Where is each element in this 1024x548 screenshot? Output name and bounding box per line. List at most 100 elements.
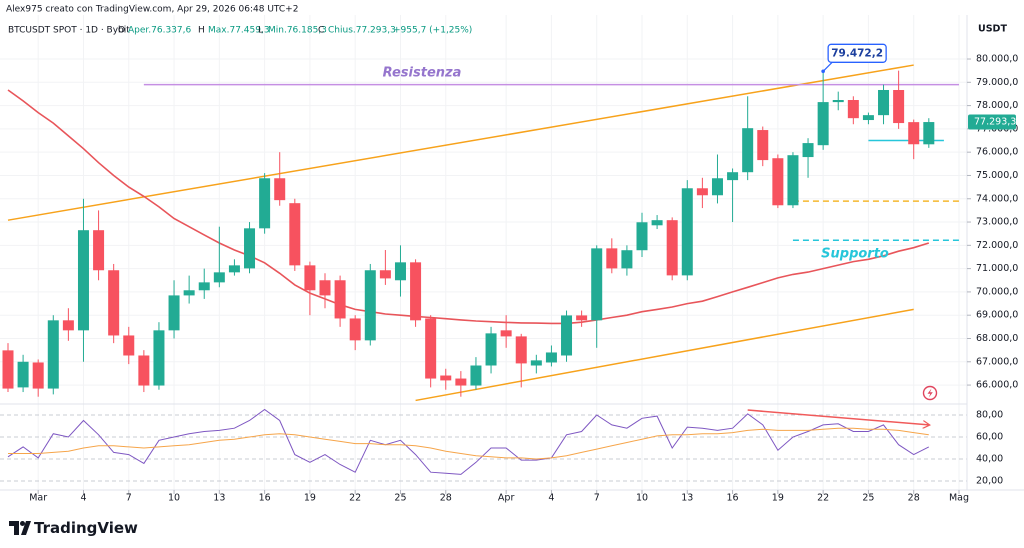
alert-icon[interactable] <box>922 385 938 401</box>
candle-body <box>862 115 874 121</box>
y-tick-label: 70.000,0 <box>976 286 1018 297</box>
candle-body <box>153 330 165 386</box>
y-tick-label: 80,00 <box>976 410 1003 421</box>
candle-body <box>319 280 331 296</box>
ohlc-value: Min.76.185,3 <box>268 26 327 36</box>
candle-body <box>304 265 316 291</box>
change: +955,7 (+1,25%) <box>393 26 472 36</box>
candle-body <box>576 315 588 321</box>
y-tick-label: 60,00 <box>976 431 1003 442</box>
x-tick-label: 22 <box>817 493 829 504</box>
candle-body <box>470 365 482 386</box>
candle-body <box>893 89 905 124</box>
candle-body <box>591 248 603 321</box>
y-tick-label: 74.000,0 <box>976 193 1018 204</box>
candle-body <box>923 122 935 145</box>
candle-body <box>832 100 844 103</box>
x-tick-label: 10 <box>636 493 648 504</box>
candle-body <box>259 178 271 229</box>
candle-body <box>108 270 120 336</box>
x-tick-label: 28 <box>440 493 452 504</box>
candle-body <box>2 350 14 389</box>
candle-body <box>244 228 256 269</box>
x-tick-label: Mar <box>29 493 47 504</box>
candle-body <box>77 230 89 331</box>
series-line <box>7 408 930 475</box>
y-tick-label: 40,00 <box>976 453 1003 464</box>
x-tick-label: 28 <box>908 493 920 504</box>
candle-body <box>817 102 829 146</box>
brand-name: TradingView <box>34 519 138 537</box>
y-tick-label: 79.000,0 <box>976 77 1018 88</box>
candle-body <box>621 250 633 269</box>
ohlc-key: O <box>118 26 125 36</box>
trendline <box>747 409 929 425</box>
logo-mark <box>21 521 31 535</box>
callout-label: 79.472,2 <box>831 47 883 59</box>
x-tick-label: 4 <box>80 493 86 504</box>
candle-body <box>410 262 422 321</box>
author-line: Alex975 creato con TradingView.com, Apr … <box>6 5 298 15</box>
x-tick-label: 13 <box>681 493 693 504</box>
last-price-box <box>968 114 1016 130</box>
y-tick-label: 68.000,0 <box>976 333 1018 344</box>
candle-body <box>455 378 467 386</box>
candle-body <box>485 333 497 366</box>
x-tick-label: 16 <box>727 493 739 504</box>
candle-body <box>274 178 286 201</box>
ohlc-key: H <box>198 26 205 36</box>
x-tick-label: 25 <box>394 493 406 504</box>
candle-body <box>183 290 195 296</box>
candle-body <box>878 89 890 116</box>
plot-layer <box>2 64 959 475</box>
y-tick-label: 71.000,0 <box>976 263 1018 274</box>
alert-icon-bolt[interactable] <box>927 388 933 398</box>
x-tick-label: 7 <box>126 493 132 504</box>
candle-body <box>17 361 29 388</box>
x-tick-label: 4 <box>548 493 554 504</box>
price-unit: USDT <box>978 24 1007 35</box>
y-tick-label: 66.000,0 <box>976 380 1018 391</box>
x-tick-label: 13 <box>213 493 225 504</box>
candle-body <box>500 330 512 337</box>
y-tick-label: 69.000,0 <box>976 310 1018 321</box>
candle-body <box>198 282 210 291</box>
y-tick-label: 72.000,0 <box>976 240 1018 251</box>
callout-pointer <box>822 61 833 72</box>
candle-body <box>168 295 180 331</box>
y-tick-label: 75.000,0 <box>976 170 1018 181</box>
x-tick-label: 22 <box>349 493 361 504</box>
ohlc-key: C <box>318 26 324 36</box>
candle-body <box>440 375 452 381</box>
candle-body <box>908 122 920 145</box>
candle-body <box>425 318 437 379</box>
candle-body <box>666 220 678 276</box>
last-price-label: 77.293,3 <box>974 117 1016 128</box>
candle-body <box>62 320 74 331</box>
candle-body <box>364 270 376 341</box>
ohlc-key: L <box>258 26 263 36</box>
candle-body <box>606 248 618 269</box>
candle-body <box>515 336 527 364</box>
series-line <box>8 427 929 460</box>
candle-body <box>32 362 44 389</box>
x-tick-label: Apr <box>498 493 515 504</box>
logo-mark <box>9 521 19 535</box>
candle-body <box>379 270 391 279</box>
y-tick-label: 20,00 <box>976 475 1003 486</box>
symbol: BTCUSDT SPOT · 1D · Bybit <box>8 26 130 36</box>
x-tick-label: 10 <box>168 493 180 504</box>
callout-box <box>827 43 887 63</box>
candle-body <box>228 265 240 273</box>
candle-body <box>289 203 301 266</box>
annotation: Supporto <box>821 247 889 262</box>
candle-body <box>530 360 542 366</box>
x-tick-label: 19 <box>304 493 316 504</box>
y-tick-label: 80.000,0 <box>976 54 1018 65</box>
x-tick-label: Mag <box>949 493 969 504</box>
candle-body <box>394 262 406 281</box>
ohlc-value: Chius.77.293,3 <box>328 26 396 36</box>
candle-body <box>681 188 693 276</box>
moving-average <box>7 89 930 325</box>
